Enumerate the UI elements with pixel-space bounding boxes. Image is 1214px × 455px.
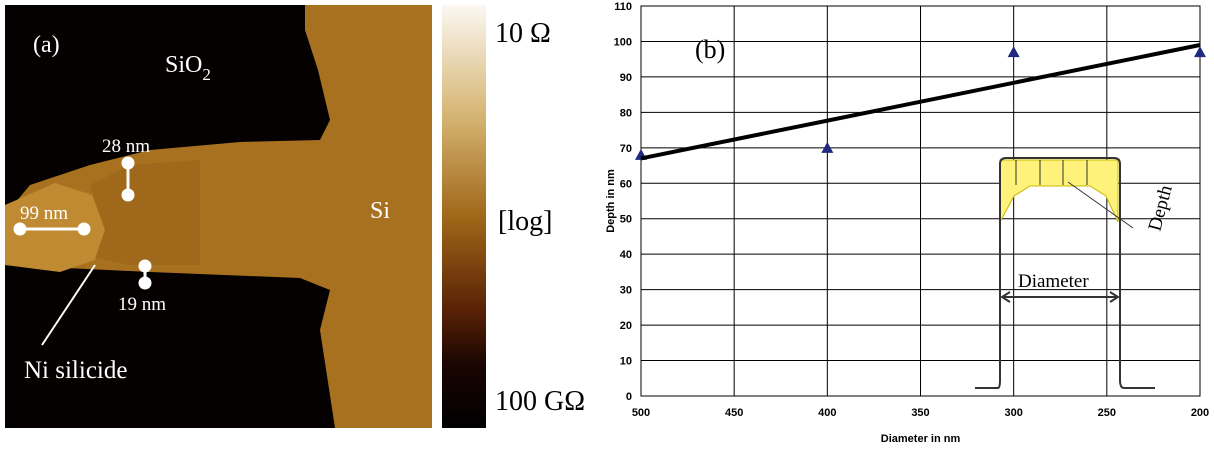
panel-b: 0 10 20 30 40 50 60 70 80 90 100 110 500 450 400 350 300…	[605, 1, 1209, 445]
data-point	[1007, 46, 1020, 58]
y-tick-label: 30	[620, 285, 632, 297]
colorbar-label: [log]	[498, 206, 552, 237]
y-tick-label: 10	[620, 356, 632, 368]
y-tick-label: 100	[614, 36, 632, 48]
oxide-text: SiO	[165, 52, 202, 78]
y-tick-label: 40	[620, 249, 632, 261]
y-tick-label: 0	[626, 391, 632, 403]
oxide-subscript: 2	[202, 65, 211, 84]
y-axis-label: Depth in nm	[605, 169, 617, 233]
y-tick-label: 110	[614, 1, 632, 13]
silicon-label: Si	[370, 198, 390, 224]
panel-label: (a)	[33, 32, 60, 58]
inset-drawing: Diameter Depth	[975, 157, 1177, 389]
width-label: 19 nm	[118, 294, 166, 315]
x-axis-label: Diameter in nm	[881, 433, 961, 445]
colorbar-label: 10 Ω	[495, 18, 551, 49]
y-tick-label: 90	[620, 72, 632, 84]
x-tick-label: 300	[1004, 407, 1022, 419]
oxide-region	[5, 265, 335, 428]
inset-label: Diameter	[1018, 271, 1089, 292]
oxide-region	[5, 5, 330, 215]
markers	[13, 156, 152, 346]
y-tick-label: 70	[620, 143, 632, 155]
silicide-label: Ni silicide	[24, 357, 127, 384]
interface-region	[90, 160, 200, 265]
y-tick-label: 60	[620, 178, 632, 190]
colorbar-label: 100 GΩ	[495, 386, 585, 417]
x-tick-label: 250	[1098, 407, 1116, 419]
fit-line	[640, 43, 1201, 161]
x-tick-label: 500	[632, 407, 650, 419]
oxide-label: SiO2	[165, 52, 211, 84]
x-tick-label: 350	[911, 407, 929, 419]
data-point	[821, 141, 834, 153]
x-tick-label: 200	[1191, 407, 1209, 419]
x-tick-label: 400	[818, 407, 836, 419]
panel-label: (b)	[695, 35, 725, 64]
width-label: 28 nm	[102, 136, 150, 157]
data-point	[1194, 46, 1206, 58]
colorbar	[442, 5, 486, 428]
length-label: 99 nm	[20, 203, 68, 224]
y-tick-label: 80	[620, 107, 632, 119]
y-tick-label: 20	[620, 320, 632, 332]
y-tick-label: 50	[620, 214, 632, 226]
x-tick-label: 450	[725, 407, 743, 419]
panel-a: (a) SiO2 Si 28 nm 99 nm 19 nm Ni silicid…	[5, 5, 585, 428]
